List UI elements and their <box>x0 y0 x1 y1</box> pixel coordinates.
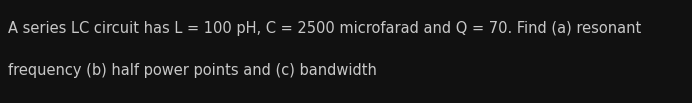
Text: frequency (b) half power points and (c) bandwidth: frequency (b) half power points and (c) … <box>8 63 377 78</box>
Text: A series LC circuit has L = 100 pH, C = 2500 microfarad and Q = 70. Find (a) res: A series LC circuit has L = 100 pH, C = … <box>8 21 641 36</box>
